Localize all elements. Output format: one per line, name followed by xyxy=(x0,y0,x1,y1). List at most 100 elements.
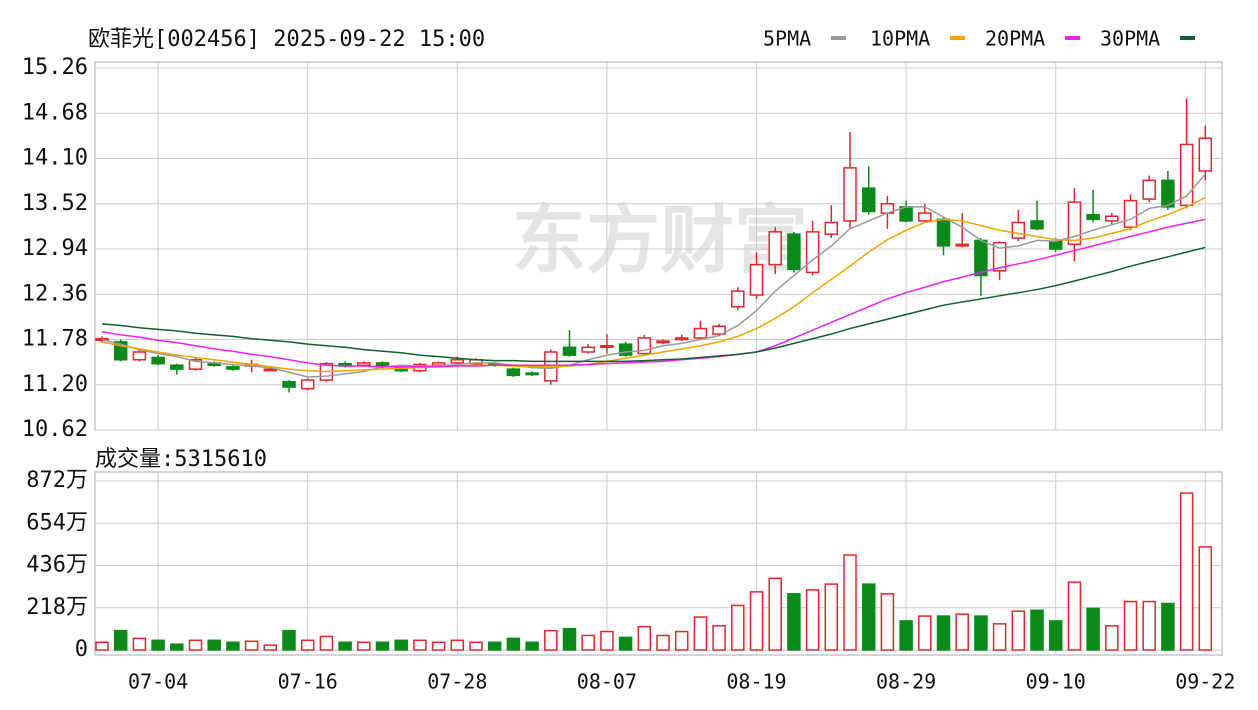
candle-body xyxy=(357,362,371,366)
x-tick-label: 07-04 xyxy=(128,670,188,694)
volume-bar xyxy=(861,583,876,651)
y-tick-label: 10.62 xyxy=(22,417,88,442)
volume-bar xyxy=(637,625,652,651)
candle-body xyxy=(226,366,240,370)
x-tick-label: 09-10 xyxy=(1026,670,1086,694)
volume-bar xyxy=(768,577,782,651)
chart-title: 欧菲光[002456] 2025-09-22 15:00 xyxy=(88,27,485,52)
y-tick-label: 15.26 xyxy=(22,55,88,80)
volume-bar xyxy=(992,623,1007,651)
volume-bar xyxy=(1123,600,1138,651)
volume-bar xyxy=(674,630,689,651)
candle-body xyxy=(151,356,165,365)
x-tick-label: 07-16 xyxy=(278,670,338,694)
candle-body xyxy=(1086,213,1100,221)
volume-bar xyxy=(1179,492,1194,651)
candle-body xyxy=(1123,199,1138,228)
candle-body xyxy=(843,167,857,222)
x-tick-label: 07-28 xyxy=(427,670,487,694)
ma-line xyxy=(101,218,1206,368)
volume-bar xyxy=(712,625,726,651)
candle-body xyxy=(749,263,764,296)
y-tick-label: 872万 xyxy=(26,468,88,493)
volume-bar xyxy=(263,644,278,651)
candle-body xyxy=(992,242,1007,272)
candle-body xyxy=(1067,201,1082,246)
x-tick-label: 08-07 xyxy=(577,670,637,694)
candle-body xyxy=(1142,179,1156,200)
volume-bar xyxy=(581,634,595,651)
candle-body xyxy=(693,327,708,339)
y-tick-label: 11.78 xyxy=(22,327,88,352)
candle-body xyxy=(263,368,278,372)
volume-bar xyxy=(955,613,969,651)
watermark: 东方财富 xyxy=(512,198,808,284)
ma-line xyxy=(101,196,1206,373)
candle-body xyxy=(282,380,296,388)
candle-body xyxy=(712,325,726,335)
volume-bar xyxy=(207,639,221,651)
candle-body xyxy=(581,346,595,353)
volume-bar xyxy=(394,639,408,651)
ma-line xyxy=(101,246,1206,363)
x-tick-label: 09-22 xyxy=(1175,670,1235,694)
candle-body xyxy=(731,290,745,308)
volume-bar xyxy=(469,641,483,651)
candle-body xyxy=(562,346,577,356)
volume-bar xyxy=(1105,625,1119,651)
y-tick-label: 12.94 xyxy=(22,236,88,261)
volume-bar xyxy=(787,593,801,651)
volume-bar xyxy=(375,641,390,651)
volume-bar xyxy=(974,615,988,651)
candle-body xyxy=(861,187,876,213)
volume-bar xyxy=(226,641,240,651)
volume-bar xyxy=(413,639,427,651)
candle-body xyxy=(525,372,539,376)
volume-bar xyxy=(656,634,670,651)
y-tick-label: 14.10 xyxy=(22,146,88,171)
volume-bar xyxy=(731,604,745,651)
candle-body xyxy=(805,231,820,274)
volume-bar xyxy=(506,637,521,651)
volume-bar xyxy=(880,593,895,651)
volume-bar xyxy=(244,640,259,651)
volume-bar xyxy=(805,589,820,651)
y-tick-label: 14.68 xyxy=(22,100,88,125)
candle-body xyxy=(656,340,670,344)
volume-bar xyxy=(95,641,109,651)
candle-body xyxy=(132,351,147,361)
volume-bar xyxy=(1086,607,1100,651)
candle-body xyxy=(1179,143,1194,207)
legend-label: 5PMA xyxy=(763,27,811,51)
legend-label: 20PMA xyxy=(985,27,1045,51)
volume-bar xyxy=(450,639,465,651)
candle-body xyxy=(787,233,801,271)
volume-bar xyxy=(188,639,203,651)
ma-line xyxy=(101,173,1206,378)
volume-bar xyxy=(936,615,951,651)
y-tick-label: 13.52 xyxy=(22,191,88,216)
volume-bar xyxy=(151,639,165,651)
candle-body xyxy=(1030,220,1044,230)
volume-bar xyxy=(1161,602,1175,651)
volume-bar xyxy=(1048,620,1063,651)
y-tick-label: 654万 xyxy=(26,510,88,535)
volume-bar xyxy=(1142,600,1156,651)
candle-body xyxy=(768,231,782,266)
volume-bar xyxy=(525,641,539,651)
volume-bar xyxy=(1198,546,1213,651)
plot-frame xyxy=(94,471,1223,656)
volume-bar xyxy=(600,630,614,651)
volume-bar xyxy=(562,627,577,651)
x-tick-label: 08-29 xyxy=(876,670,936,694)
volume-title: 成交量:5315610 xyxy=(95,447,267,472)
y-tick-label: 436万 xyxy=(26,553,88,578)
candle-body xyxy=(600,344,614,349)
volume-bar xyxy=(431,641,446,651)
y-tick-label: 218万 xyxy=(26,595,88,620)
volume-bar xyxy=(544,629,558,651)
candle-body xyxy=(170,364,184,370)
legend-label: 30PMA xyxy=(1100,27,1160,51)
candle-body xyxy=(824,221,839,235)
volume-bar xyxy=(300,639,315,651)
